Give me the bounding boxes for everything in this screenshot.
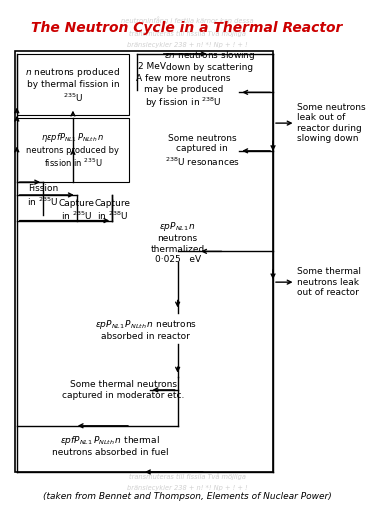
Text: Vad är bredning? Genom neutroninfång: Vad är bredning? Genom neutroninfång bbox=[121, 66, 253, 74]
Text: Vad är bredning? Genom neutroninfång: Vad är bredning? Genom neutroninfång bbox=[121, 287, 253, 295]
Text: neutroninfång i fertila kärnor kan dessa: neutroninfång i fertila kärnor kan dessa bbox=[121, 460, 253, 468]
Text: transmuteras till fissila Två möjliga: transmuteras till fissila Två möjliga bbox=[129, 140, 245, 148]
Text: Some thermal neutrons
captured in moderator etc.: Some thermal neutrons captured in modera… bbox=[62, 380, 185, 400]
Text: i fertila kärnor kan dessa transmuteras: i fertila kärnor kan dessa transmuteras bbox=[122, 190, 252, 196]
Text: $\epsilon n$ neutrons slowing
down by scattering: $\epsilon n$ neutrons slowing down by sc… bbox=[164, 49, 255, 72]
Text: bränslecykler 238 + n! *! Np + ! + !: bränslecykler 238 + n! *! Np + ! + ! bbox=[127, 42, 247, 48]
Text: till fissila Två möjliga bränslecykler: till fissila Två möjliga bränslecykler bbox=[129, 90, 245, 98]
Text: Fission
in $^{235}$U: Fission in $^{235}$U bbox=[27, 184, 59, 208]
Text: 238U + n → 239U* → 239Np + β-: 238U + n → 239U* → 239Np + β- bbox=[132, 104, 242, 110]
Text: Capture
in $^{235}$U: Capture in $^{235}$U bbox=[59, 199, 95, 222]
Text: bränslecykler 238 + n! *! Np + ! + !: bränslecykler 238 + n! *! Np + ! + ! bbox=[127, 264, 247, 270]
Text: A few more neutrons
may be produced
by fission in $^{238}$U: A few more neutrons may be produced by f… bbox=[136, 74, 230, 110]
Text: neutroninfång i fertila kärnor kan dessa: neutroninfång i fertila kärnor kan dessa bbox=[121, 349, 253, 357]
Text: $\eta\epsilon p f P_{NL1}\, P_{NLth}\, n$
neutrons produced by
fission in $^{235: $\eta\epsilon p f P_{NL1}\, P_{NLth}\, n… bbox=[27, 131, 119, 169]
Text: 232Th + n → 233Th* → 233Pa + β-: 232Th + n → 233Th* → 233Pa + β- bbox=[129, 448, 245, 455]
Bar bbox=[15, 51, 273, 472]
Text: The Neutron Cycle in a Thermal Reactor: The Neutron Cycle in a Thermal Reactor bbox=[31, 21, 343, 35]
Text: bränslecykler 238 + n! *! Np + ! + !: bränslecykler 238 + n! *! Np + ! + ! bbox=[127, 485, 247, 491]
Text: 232Th + n → 233Th* → 233Pa + β-: 232Th + n → 233Th* → 233Pa + β- bbox=[129, 116, 245, 122]
Text: i fertila kärnor kan dessa transmuteras: i fertila kärnor kan dessa transmuteras bbox=[122, 301, 252, 307]
Text: 232 Th + n! 233 Th*! 233 Pa + !: 232 Th + n! 233 Th*! 233 Pa + ! bbox=[133, 387, 241, 393]
Text: $n$ neutrons produced
by thermal fission in
$^{235}$U: $n$ neutrons produced by thermal fission… bbox=[25, 66, 120, 104]
Text: 238U + n → 239U* → 239Np + β-: 238U + n → 239U* → 239Np + β- bbox=[132, 214, 242, 221]
Text: 232Th + n → 233Th* → 233Pa + β-: 232Th + n → 233Th* → 233Pa + β- bbox=[129, 338, 245, 344]
Text: transmuteras till fissila Två möjliga: transmuteras till fissila Två möjliga bbox=[129, 361, 245, 369]
Bar bbox=[17, 118, 129, 182]
Text: 232Th + n → 233Th* → 233Pa + β-: 232Th + n → 233Th* → 233Pa + β- bbox=[129, 227, 245, 233]
Text: Capture
in $^{238}$U: Capture in $^{238}$U bbox=[94, 199, 130, 222]
Text: 232 Th + n! 233 Th*! 233 Pa + !: 232 Th + n! 233 Th*! 233 Pa + ! bbox=[133, 165, 241, 171]
Text: Vad är bredning? Genom neutroninfång: Vad är bredning? Genom neutroninfång bbox=[121, 176, 253, 185]
Text: Some neutrons
captured in
$^{238}$U resonances: Some neutrons captured in $^{238}$U reso… bbox=[165, 134, 239, 168]
Text: 238U + n → 239U* → 239Np + β-: 238U + n → 239U* → 239Np + β- bbox=[132, 436, 242, 442]
Text: i fertila kärnor kan dessa transmuteras: i fertila kärnor kan dessa transmuteras bbox=[122, 79, 252, 85]
Text: i fertila kärnor kan dessa transmuteras: i fertila kärnor kan dessa transmuteras bbox=[122, 411, 252, 418]
Text: transmuteras till fissila Två möjliga: transmuteras till fissila Två möjliga bbox=[129, 29, 245, 37]
Text: till fissila Två möjliga bränslecykler: till fissila Två möjliga bränslecykler bbox=[129, 201, 245, 209]
Bar bbox=[17, 54, 129, 115]
Text: till fissila Två möjliga bränslecykler: till fissila Två möjliga bränslecykler bbox=[129, 423, 245, 431]
Text: till fissila Två möjliga bränslecykler: till fissila Två möjliga bränslecykler bbox=[129, 312, 245, 320]
Text: $\epsilon p P_{NL1}\, n$
neutrons
thermalized
0·025   eV: $\epsilon p P_{NL1}\, n$ neutrons therma… bbox=[150, 220, 205, 264]
Text: transmuteras till fissila Två möjliga: transmuteras till fissila Två möjliga bbox=[129, 250, 245, 259]
Text: $\epsilon p f P_{NL1}\, P_{NLth}\, n$ thermal
neutrons absorbed in fuel: $\epsilon p f P_{NL1}\, P_{NLth}\, n$ th… bbox=[52, 433, 169, 457]
Text: neutroninfång i fertila kärnor kan dessa: neutroninfång i fertila kärnor kan dessa bbox=[121, 238, 253, 246]
Text: 2 MeV: 2 MeV bbox=[138, 62, 166, 71]
Text: transmuteras till fissila Två möjliga: transmuteras till fissila Två möjliga bbox=[129, 472, 245, 480]
Text: Vad är bredning? Genom neutroninfång: Vad är bredning? Genom neutroninfång bbox=[121, 398, 253, 406]
Text: bränslecykler 238 + n! *! Np + ! + !: bränslecykler 238 + n! *! Np + ! + ! bbox=[127, 153, 247, 159]
Text: neutroninfång i fertila kärnor kan dessa: neutroninfång i fertila kärnor kan dessa bbox=[121, 16, 253, 25]
Text: 232 Th + n! 233 Th*! 233 Pa + !: 232 Th + n! 233 Th*! 233 Pa + ! bbox=[133, 54, 241, 61]
Text: bränslecykler 238 + n! *! Np + ! + !: bränslecykler 238 + n! *! Np + ! + ! bbox=[127, 374, 247, 381]
Text: neutroninfång i fertila kärnor kan dessa: neutroninfång i fertila kärnor kan dessa bbox=[121, 127, 253, 135]
Text: $\epsilon p P_{NL1}\, P_{NLth}\, n$ neutrons
absorbed in reactor: $\epsilon p P_{NL1}\, P_{NLth}\, n$ neut… bbox=[95, 318, 197, 341]
Text: (taken from Bennet and Thompson, Elements of Nuclear Power): (taken from Bennet and Thompson, Element… bbox=[43, 491, 331, 501]
Text: Some neutrons
leak out of
reactor during
slowing down: Some neutrons leak out of reactor during… bbox=[297, 103, 366, 143]
Text: 238U + n → 239U* → 239Np + β-: 238U + n → 239U* → 239Np + β- bbox=[132, 325, 242, 331]
Text: Some thermal
neutrons leak
out of reactor: Some thermal neutrons leak out of reacto… bbox=[297, 267, 361, 297]
Text: 232 Th + n! 233 Th*! 233 Pa + !: 232 Th + n! 233 Th*! 233 Pa + ! bbox=[133, 276, 241, 282]
